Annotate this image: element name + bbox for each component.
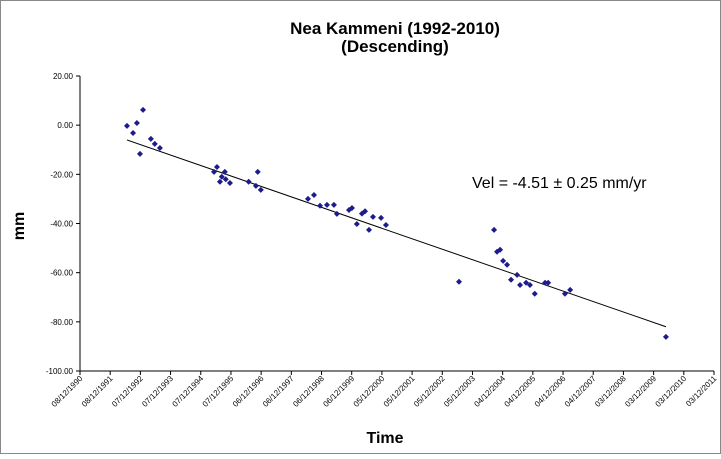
data-point	[213, 163, 220, 170]
data-point	[304, 195, 311, 202]
data-point	[216, 178, 223, 185]
data-point	[136, 150, 143, 157]
data-point	[382, 221, 389, 228]
y-tick-label: 0.00	[57, 121, 73, 130]
data-point	[567, 286, 574, 293]
data-point	[504, 261, 511, 268]
y-tick-label: -40.00	[50, 220, 73, 229]
data-point	[561, 290, 568, 297]
data-point	[133, 119, 140, 126]
y-tick-label: -100.00	[46, 367, 74, 376]
data-point	[254, 168, 261, 175]
data-point	[140, 106, 147, 113]
data-point	[378, 214, 385, 221]
chart-subtitle: (Descending)	[341, 37, 449, 56]
data-point	[330, 201, 337, 208]
data-point	[526, 281, 533, 288]
data-point	[218, 173, 225, 180]
data-point	[500, 257, 507, 264]
data-point	[245, 178, 252, 185]
data-point	[353, 220, 360, 227]
annotation: Vel = -4.51 ± 0.25 mm/yr	[472, 175, 647, 192]
data-point	[257, 186, 264, 193]
data-point	[531, 290, 538, 297]
data-point	[508, 276, 515, 283]
data-point	[221, 168, 228, 175]
data-point	[333, 210, 340, 217]
data-point	[310, 191, 317, 198]
y-tick-label: -60.00	[50, 269, 73, 278]
data-point	[210, 168, 217, 175]
y-tick-label: -80.00	[50, 318, 73, 327]
data-point	[156, 145, 163, 152]
y-tick-label: -20.00	[50, 170, 73, 179]
data-point	[366, 226, 373, 233]
data-point	[491, 226, 498, 233]
chart-title: Nea Kammeni (1992-2010)	[290, 19, 500, 38]
data-point	[542, 279, 549, 286]
data-point	[226, 179, 233, 186]
data-point	[130, 130, 137, 137]
data-point	[323, 201, 330, 208]
data-point	[514, 271, 521, 278]
y-tick-label: 20.00	[53, 72, 74, 81]
trend-line	[126, 139, 667, 328]
data-point	[222, 176, 229, 183]
y-axis-label: mm	[11, 212, 28, 240]
data-point	[497, 246, 504, 253]
data-point	[123, 122, 130, 129]
data-point	[147, 135, 154, 142]
x-axis-label: Time	[366, 430, 403, 447]
data-point	[317, 202, 324, 209]
data-point	[151, 140, 158, 147]
data-point	[348, 205, 355, 212]
data-point	[523, 279, 530, 286]
data-point	[545, 279, 552, 286]
data-point	[662, 333, 669, 340]
data-point	[517, 281, 524, 288]
data-point	[362, 208, 369, 215]
data-point	[252, 182, 259, 189]
data-point	[369, 213, 376, 220]
data-point	[455, 278, 462, 285]
